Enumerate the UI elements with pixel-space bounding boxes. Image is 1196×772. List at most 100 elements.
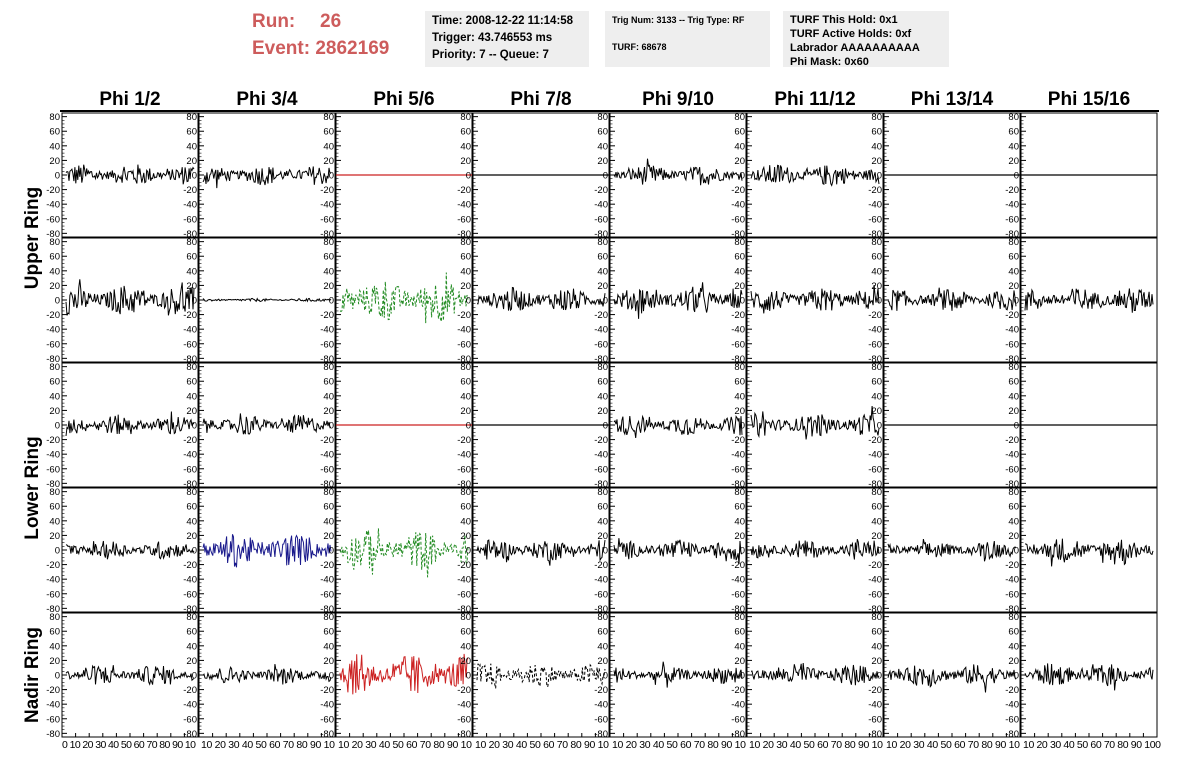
y-tick-label: -80 [183,729,197,740]
y-tick-label: 0 [466,421,471,432]
y-tick-label: -20 [868,435,882,446]
y-tick-label: -40 [731,575,745,586]
y-tick-label: 80 [186,237,197,248]
y-tick-label: 20 [323,531,334,542]
y-tick-label: 20 [597,656,608,667]
y-tick-label: 60 [460,252,471,263]
y-tick-label: -20 [594,185,608,196]
waveform-trace-r4-c6 [750,538,880,560]
y-tick-label: 60 [49,627,60,638]
y-tick-label: 80 [1008,237,1019,248]
y-tick-label: -60 [594,214,608,225]
y-tick-label: 60 [460,502,471,513]
y-tick-label: 20 [186,156,197,167]
y-tick-label: 40 [1008,516,1019,527]
y-tick-label: -20 [183,435,197,446]
y-tick-label: -40 [731,700,745,711]
y-tick-label: -80 [594,229,608,240]
y-tick-label: 20 [871,156,882,167]
y-tick-label: 60 [323,502,334,513]
y-tick-label: -80 [731,354,745,365]
y-tick-label: -40 [594,450,608,461]
y-tick-label: -60 [868,714,882,725]
y-tick-label: -60 [594,714,608,725]
y-tick-label: 0 [466,171,471,182]
y-tick-label: -40 [320,200,334,211]
y-tick-label: 0 [329,296,334,307]
y-tick-label: -80 [1005,604,1019,615]
y-tick-label: 40 [597,266,608,277]
y-tick-label: -60 [594,464,608,475]
y-tick-label: 40 [186,141,197,152]
y-tick-label: 80 [323,612,334,623]
y-tick-label: -80 [320,604,334,615]
y-tick-label: 60 [734,127,745,138]
y-tick-label: 80 [49,237,60,248]
run-line: Run: 26 [252,8,422,35]
y-tick-label: -40 [183,325,197,336]
y-tick-label: -80 [868,479,882,490]
y-tick-label: 0 [192,671,197,682]
y-tick-label: -80 [731,604,745,615]
y-tick-label: -20 [868,685,882,696]
y-tick-label: 80 [49,112,60,123]
y-tick-label: 80 [1008,612,1019,623]
y-tick-label: 0 [1014,421,1019,432]
y-tick-label: -80 [868,729,882,740]
column-header-1: Phi 1/2 [99,89,160,110]
y-tick-label: 0 [55,171,60,182]
y-tick-label: -40 [731,200,745,211]
y-tick-label: 80 [49,362,60,373]
y-tick-label: 60 [597,627,608,638]
y-tick-label: 20 [734,281,745,292]
y-tick-label: -60 [183,714,197,725]
panel-frame-r3-c2 [198,362,336,488]
y-tick-label: 80 [186,612,197,623]
y-tick-label: -20 [320,435,334,446]
y-tick-label: 0 [877,421,882,432]
y-tick-label: -20 [46,435,60,446]
phi-mask-text: Phi Mask: 0x60 [790,56,869,68]
y-tick-label: -40 [594,700,608,711]
y-tick-label: 40 [1008,641,1019,652]
y-tick-label: 60 [323,252,334,263]
waveform-trace-r4-c8 [1025,538,1154,567]
trigger-text: Trigger: 43.746553 ms [432,32,553,44]
y-tick-label: 40 [734,391,745,402]
y-tick-label: 60 [460,377,471,388]
y-tick-label: 0 [740,421,745,432]
y-tick-label: 20 [734,156,745,167]
y-tick-label: 40 [49,516,60,527]
y-tick-label: 60 [871,502,882,513]
waveform-trace-r2-c1 [65,279,195,316]
y-tick-label: -20 [320,310,334,321]
y-tick-label: -80 [320,354,334,365]
y-tick-label: -20 [868,560,882,571]
y-tick-label: -80 [868,229,882,240]
y-tick-label: -60 [731,339,745,350]
y-tick-label: 80 [323,237,334,248]
y-tick-label: 80 [460,362,471,373]
column-header-7: Phi 13/14 [911,89,994,110]
y-tick-label: 40 [460,516,471,527]
y-tick-label: -60 [46,714,60,725]
y-tick-label: 40 [871,266,882,277]
y-tick-label: -40 [183,700,197,711]
y-tick-label: 20 [186,281,197,292]
y-tick-label: 60 [871,627,882,638]
y-tick-label: 0 [329,546,334,557]
waveform-trace-r2-c3 [339,272,469,324]
y-tick-label: 40 [186,641,197,652]
y-tick-label: 80 [460,237,471,248]
y-tick-label: 0 [192,421,197,432]
y-tick-label: -60 [868,589,882,600]
column-header-8: Phi 15/16 [1048,89,1130,110]
y-tick-label: -40 [1005,700,1019,711]
y-tick-label: 80 [323,362,334,373]
y-tick-label: -80 [46,479,60,490]
y-tick-label: 60 [49,127,60,138]
y-tick-label: 60 [186,502,197,513]
y-tick-label: -40 [594,200,608,211]
y-tick-label: 60 [597,127,608,138]
y-tick-label: 40 [186,516,197,527]
